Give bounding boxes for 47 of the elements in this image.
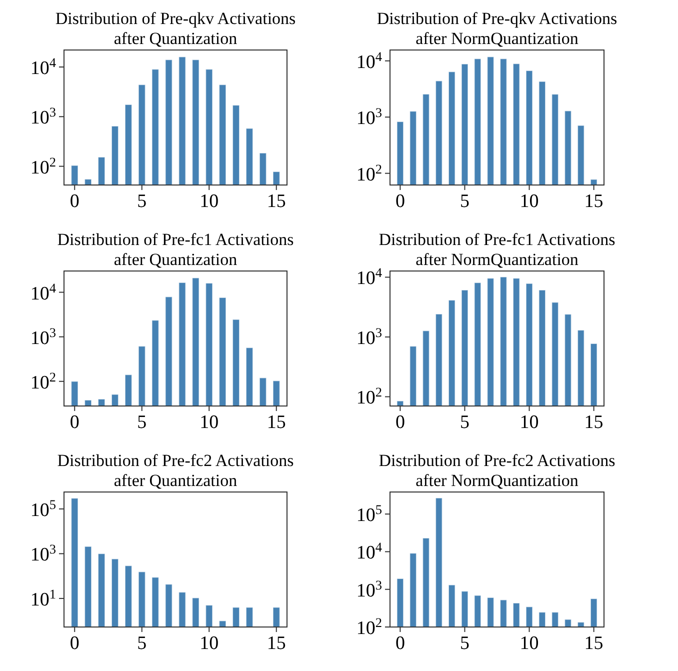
x-tick-label: 5 — [137, 191, 147, 212]
x-tick-label: 15 — [584, 412, 604, 433]
chart-title: Distribution of Pre-qkv Activations after NormQuantization — [376, 9, 618, 48]
x-tick-label: 10 — [520, 633, 539, 654]
x-tick-label: 0 — [70, 412, 80, 433]
x-tick-label: 10 — [200, 633, 219, 654]
x-tick-label: 5 — [460, 633, 470, 654]
chart-title: Distribution of Pre-fc2 Activations after Quantization — [57, 451, 294, 490]
y-tick-label: 10$^{4}$ — [30, 280, 56, 304]
y-tick-label: 10$^{5}$ — [356, 502, 382, 526]
y-tick-label: 10$^{3}$ — [30, 104, 56, 129]
y-tick-label: 10$^{1}$ — [30, 586, 56, 610]
chart-title: Distribution of Pre-fc2 Activations after NormQuantization — [378, 451, 616, 490]
y-tick-label: 10$^{5}$ — [30, 496, 56, 521]
y-tick-label: 10$^{4}$ — [30, 54, 56, 79]
x-tick-label: 0 — [70, 633, 80, 654]
x-tick-label: 0 — [395, 412, 405, 433]
x-tick-label: 15 — [584, 191, 604, 212]
y-tick-label: 10$^{4}$ — [356, 48, 382, 73]
y-tick-label: 10$^{2}$ — [356, 384, 382, 409]
y-tick-label: 10$^{3}$ — [356, 324, 382, 349]
chart-title: Distribution of Pre-qkv Activations after Quantization — [55, 9, 296, 48]
x-tick-label: 15 — [266, 191, 286, 212]
y-tick-label: 10$^{4}$ — [356, 539, 382, 564]
x-tick-label: 0 — [395, 191, 405, 212]
y-tick-label: 10$^{2}$ — [356, 614, 382, 639]
x-tick-label: 10 — [200, 412, 219, 433]
x-tick-label: 10 — [200, 191, 219, 212]
y-tick-label: 10$^{3}$ — [30, 324, 56, 349]
x-tick-label: 0 — [395, 633, 405, 654]
x-tick-label: 5 — [460, 412, 470, 433]
y-tick-label: 10$^{3}$ — [30, 541, 56, 566]
x-tick-label: 5 — [137, 633, 147, 654]
x-tick-label: 15 — [266, 633, 286, 654]
x-tick-label: 0 — [70, 191, 80, 212]
x-tick-label: 5 — [460, 191, 470, 212]
y-tick-label: 10$^{2}$ — [30, 154, 56, 178]
x-tick-label: 10 — [520, 412, 539, 433]
x-tick-label: 15 — [584, 633, 604, 654]
y-tick-label: 10$^{2}$ — [30, 368, 56, 394]
y-tick-label: 10$^{3}$ — [356, 104, 382, 130]
x-tick-label: 15 — [266, 412, 286, 433]
x-tick-label: 5 — [137, 412, 147, 433]
y-tick-label: 10$^{3}$ — [356, 576, 382, 602]
chart-title: Distribution of Pre-fc1 Activations after Quantization — [57, 230, 294, 269]
x-tick-label: 10 — [520, 191, 539, 212]
y-tick-label: 10$^{2}$ — [356, 160, 382, 186]
